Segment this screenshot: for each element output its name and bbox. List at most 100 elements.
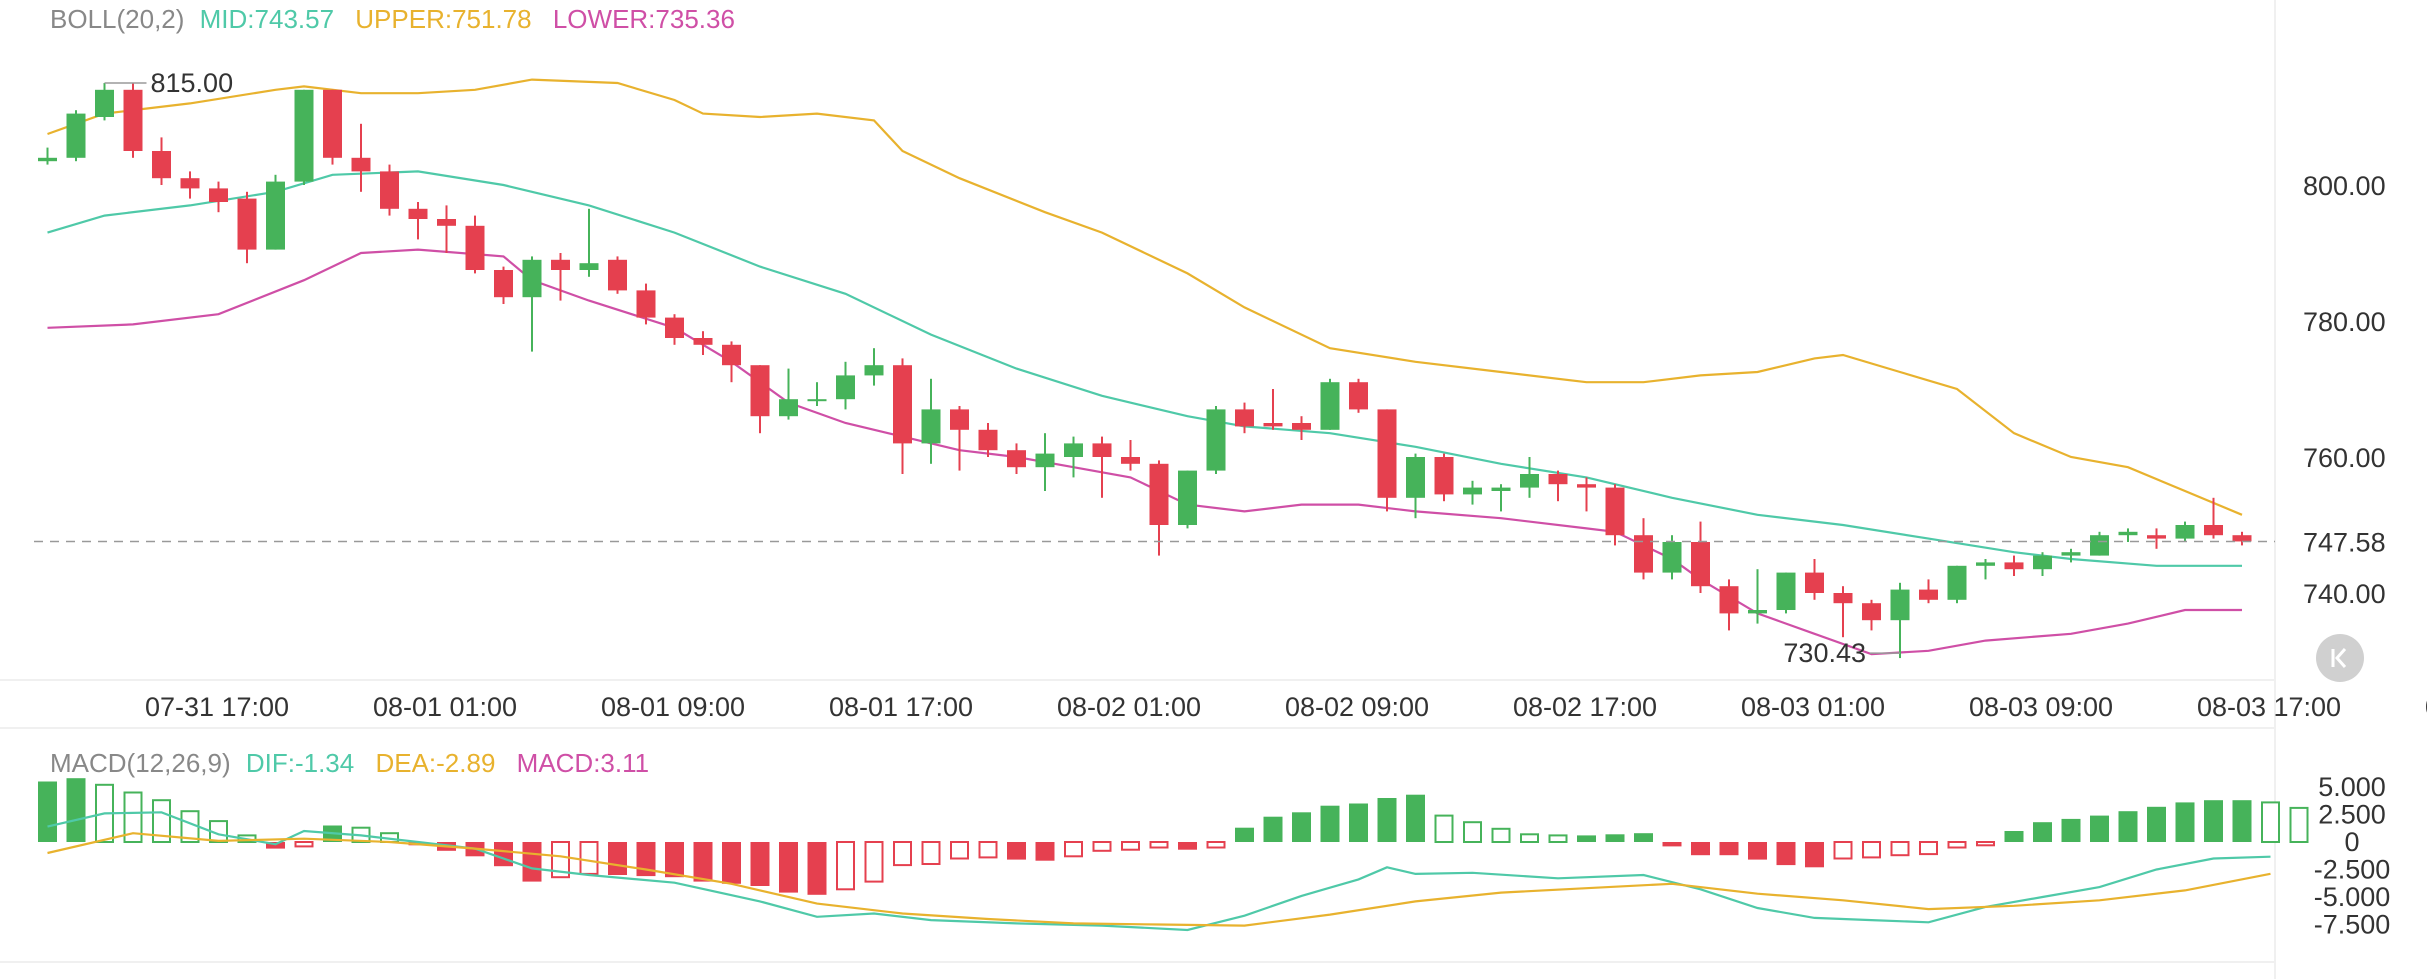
candle <box>1377 409 1397 512</box>
macd-bar <box>1149 841 1169 849</box>
candle <box>1035 433 1055 491</box>
candle <box>2232 531 2252 546</box>
macd-bar <box>2118 811 2138 842</box>
price-tick-label: 760.00 <box>2303 443 2386 473</box>
macd-bar <box>836 841 855 891</box>
candle <box>1121 440 1140 471</box>
macd-bar <box>2033 822 2052 842</box>
reset-button-circle[interactable] <box>2316 634 2364 682</box>
candle <box>1605 484 1625 546</box>
macd-bar <box>1577 835 1596 842</box>
macd-bar <box>551 841 570 879</box>
candle <box>1491 484 1511 512</box>
time-tick-label: 08-04 01:00 <box>2425 692 2427 722</box>
time-tick-label: 08-03 17:00 <box>2197 692 2341 722</box>
macd-bar <box>1235 827 1254 842</box>
candle <box>1691 521 1710 593</box>
candle <box>266 174 285 250</box>
candle <box>437 205 456 253</box>
candle <box>1064 436 1083 478</box>
low-label: 730.43 <box>1783 638 1866 668</box>
macd-bar <box>1463 821 1482 844</box>
candle <box>1862 599 1881 631</box>
candle <box>579 208 599 277</box>
macd-value-label: MACD:3.11 <box>517 748 649 778</box>
boll-name: BOLL(20,2) <box>50 4 184 34</box>
candle <box>722 341 741 383</box>
boll-legend: BOLL(20,2) MID:743.57 UPPER:751.78 LOWER… <box>50 4 735 34</box>
candle <box>522 256 542 352</box>
macd-bar <box>2204 800 2223 842</box>
macd-bar <box>1178 842 1197 850</box>
macd-bar <box>864 841 884 883</box>
macd-tick-label: -5.000 <box>2314 882 2391 912</box>
candle <box>2118 528 2138 542</box>
macd-bar <box>921 841 941 865</box>
candle <box>152 137 171 185</box>
boll-lower-line <box>47 248 2242 656</box>
macd-bar <box>1947 841 1967 849</box>
high-annotation: 815.00 <box>104 68 234 98</box>
macd-bar <box>750 842 770 886</box>
candle <box>1235 402 1254 434</box>
price-panel: 800.00 780.00 760.00 740.00 747.58 815.00 7… <box>34 68 2386 668</box>
macd-legend: MACD(12,26,9) DIF:-1.34 DEA:-2.89 MACD:3… <box>50 748 649 778</box>
price-tick-label: 780.00 <box>2303 307 2386 337</box>
time-tick-label: 07-31 17:00 <box>145 692 289 722</box>
macd-bar <box>636 842 656 877</box>
candle <box>1406 453 1425 519</box>
candle <box>807 382 827 406</box>
candle <box>1349 378 1368 413</box>
candle <box>665 314 684 345</box>
candle <box>1748 569 1767 624</box>
current-price-label: 747.58 <box>2303 527 2386 557</box>
macd-bar <box>665 842 684 878</box>
candle <box>1577 477 1596 512</box>
candle <box>180 171 200 199</box>
candle <box>123 83 143 158</box>
candle <box>1434 453 1454 502</box>
macd-bar <box>608 842 627 875</box>
macd-bar <box>1377 798 1397 842</box>
candle <box>237 191 257 264</box>
candle <box>1919 579 1938 604</box>
time-tick-label: 08-02 09:00 <box>1285 692 1429 722</box>
high-label: 815.00 <box>151 68 234 98</box>
candle <box>323 89 342 165</box>
time-tick-label: 08-03 09:00 <box>1969 692 2113 722</box>
candle <box>1662 535 1682 580</box>
macd-bar <box>1719 842 1739 856</box>
reset-button[interactable] <box>2316 634 2364 682</box>
candle <box>1976 559 1995 580</box>
macd-bar <box>1748 842 1767 860</box>
macd-bar <box>779 842 798 893</box>
macd-bar <box>1491 827 1511 843</box>
macd-bar <box>1434 814 1454 843</box>
time-tick-label: 08-02 01:00 <box>1057 692 1201 722</box>
macd-tick-label: 0 <box>2344 827 2359 857</box>
macd-bar <box>38 781 57 842</box>
candle <box>66 110 86 162</box>
macd-bar <box>1292 812 1311 842</box>
candle <box>209 181 228 213</box>
time-tick-label: 08-03 01:00 <box>1741 692 1885 722</box>
time-tick-label: 08-01 17:00 <box>829 692 973 722</box>
low-annotation: 730.43 <box>1783 638 1900 668</box>
candle <box>1320 378 1340 430</box>
macd-bar <box>1919 841 1938 856</box>
candle <box>921 378 941 464</box>
time-axis: 07-31 17:00 08-01 01:00 08-01 09:00 08-01 1… <box>145 692 2427 722</box>
macd-tick-label: -7.500 <box>2314 910 2391 940</box>
boll-mid-line <box>47 170 2242 567</box>
macd-dea-label: DEA:-2.89 <box>375 748 495 778</box>
boll-mid-label: MID:743.57 <box>200 4 334 34</box>
candle <box>2061 548 2081 563</box>
macd-bar <box>1976 841 1995 847</box>
macd-bar <box>1349 803 1368 842</box>
candle <box>636 283 656 325</box>
boll-upper-label: UPPER:751.78 <box>355 4 531 34</box>
candle <box>608 256 627 294</box>
time-tick-label: 08-02 17:00 <box>1513 692 1657 722</box>
svg-text:BOLL(20,2) MID:743.57: BOLL(20,2) MID:743.57 UPPER:751.78 LOWER… <box>50 4 735 34</box>
